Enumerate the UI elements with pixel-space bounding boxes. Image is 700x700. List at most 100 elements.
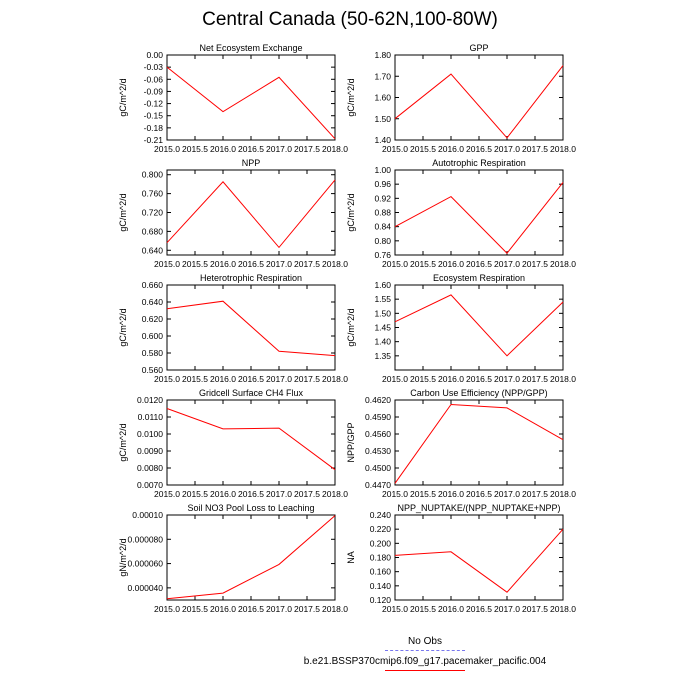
y-tick-label: 0.4620 [365, 395, 391, 405]
y-tick-label: 0.0070 [137, 480, 163, 490]
series-line [166, 179, 336, 249]
y-axis-label: gC/m^2/d [346, 78, 356, 116]
y-tick-label: 0.96 [374, 179, 391, 189]
x-tick-label: 2015.5 [182, 259, 208, 269]
y-tick-label: 0.80 [374, 236, 391, 246]
x-tick-label: 2017.0 [266, 604, 292, 614]
y-tick-label: 1.70 [374, 71, 391, 81]
y-tick-label: 0.120 [370, 595, 392, 605]
y-tick-label: -0.06 [144, 74, 164, 84]
x-tick-label: 2015.0 [154, 144, 180, 154]
y-tick-label: 0.620 [142, 314, 164, 324]
x-tick-label: 2018.0 [550, 489, 576, 499]
y-tick-label: 0.720 [142, 208, 164, 218]
y-tick-label: -0.21 [144, 135, 164, 145]
series-line [394, 182, 564, 254]
x-tick-label: 2016.0 [210, 374, 236, 384]
x-tick-label: 2015.5 [410, 489, 436, 499]
y-tick-label: 1.40 [374, 337, 391, 347]
y-tick-label: 0.84 [374, 222, 391, 232]
y-tick-label: 0.4530 [365, 446, 391, 456]
x-tick-label: 2017.0 [266, 259, 292, 269]
x-tick-label: 2015.5 [410, 144, 436, 154]
y-axis-label: NA [346, 551, 356, 564]
x-tick-label: 2018.0 [322, 604, 348, 614]
x-tick-label: 2015.0 [154, 489, 180, 499]
y-tick-label: 0.800 [142, 170, 164, 180]
x-tick-label: 2015.0 [382, 604, 408, 614]
x-tick-label: 2016.5 [238, 489, 264, 499]
plot-frame [166, 399, 336, 486]
y-tick-label: 1.00 [374, 165, 391, 175]
y-axis-label: NPP/GPP [346, 422, 356, 462]
x-tick-label: 2015.5 [182, 144, 208, 154]
y-tick-label: 0.580 [142, 348, 164, 358]
y-tick-label: -0.03 [144, 62, 164, 72]
plot-frame [166, 169, 336, 256]
x-tick-label: 2016.0 [438, 489, 464, 499]
x-tick-label: 2016.0 [210, 604, 236, 614]
y-tick-label: 0.660 [142, 280, 164, 290]
legend-label-obs: No Obs [408, 636, 442, 647]
panel-title: Gridcell Surface CH4 Flux [199, 388, 304, 398]
x-tick-label: 2017.0 [266, 144, 292, 154]
x-tick-label: 2017.5 [522, 144, 548, 154]
x-tick-label: 2016.5 [238, 604, 264, 614]
legend-line-model [385, 670, 465, 671]
x-tick-label: 2015.5 [410, 604, 436, 614]
y-tick-label: 0.76 [374, 250, 391, 260]
y-tick-label: 1.60 [374, 93, 391, 103]
panel-1: Net Ecosystem Exchange gC/m^2/d 0.00 -0.03 -… [118, 43, 348, 154]
x-tick-label: 2017.5 [522, 259, 548, 269]
x-tick-label: 2017.0 [494, 489, 520, 499]
y-tick-label: 0.92 [374, 193, 391, 203]
y-tick-label: 0.0120 [137, 395, 163, 405]
y-tick-label: 0.680 [142, 226, 164, 236]
series-line [394, 528, 564, 593]
x-tick-label: 2016.0 [438, 259, 464, 269]
y-tick-label: 1.35 [374, 351, 391, 361]
series-line [394, 294, 564, 357]
y-tick-label: 0.200 [370, 538, 392, 548]
y-tick-label: 1.55 [374, 294, 391, 304]
y-tick-label: 0.180 [370, 553, 392, 563]
y-tick-label: 0.140 [370, 581, 392, 591]
x-tick-label: 2016.5 [466, 489, 492, 499]
y-axis-label: gC/m^2/d [346, 308, 356, 346]
x-tick-label: 2018.0 [322, 374, 348, 384]
x-tick-label: 2016.0 [438, 144, 464, 154]
x-tick-label: 2018.0 [322, 489, 348, 499]
x-tick-label: 2016.5 [466, 144, 492, 154]
y-tick-label: -0.18 [144, 123, 164, 133]
y-tick-label: 1.50 [374, 308, 391, 318]
plot-frame [394, 399, 564, 486]
x-tick-label: 2017.0 [266, 489, 292, 499]
panel-title: NPP_NUPTAKE/(NPP_NUPTAKE+NPP) [398, 503, 561, 513]
x-tick-label: 2017.0 [494, 259, 520, 269]
y-tick-label: 0.0100 [137, 429, 163, 439]
panel-title: NPP [242, 158, 261, 168]
series-line [166, 515, 336, 600]
plot-frame [394, 169, 564, 256]
y-tick-label: 0.00010 [132, 510, 163, 520]
x-tick-label: 2016.0 [210, 144, 236, 154]
x-tick-label: 2016.5 [238, 259, 264, 269]
x-tick-label: 2015.0 [382, 374, 408, 384]
y-tick-label: 1.50 [374, 114, 391, 124]
plot-frame [394, 284, 564, 371]
y-axis-label: gC/m^2/d [118, 308, 128, 346]
y-tick-label: -0.12 [144, 99, 164, 109]
x-tick-label: 2017.0 [494, 374, 520, 384]
legend-entry-obs: No Obs [300, 636, 550, 656]
panel-title: Carbon Use Efficiency (NPP/GPP) [410, 388, 547, 398]
legend-line-obs [385, 650, 465, 651]
y-axis-label: gC/m^2/d [346, 193, 356, 231]
y-tick-label: 0.000040 [128, 583, 164, 593]
x-tick-label: 2016.0 [438, 374, 464, 384]
y-tick-label: 0.000080 [128, 534, 164, 544]
x-tick-label: 2017.5 [294, 144, 320, 154]
y-tick-label: -0.15 [144, 111, 164, 121]
panel-3: NPP gC/m^2/d 0.800 0.760 0.720 0.680 0.640 2015… [118, 158, 348, 269]
panel-4: Autotrophic Respiration gC/m^2/d 1.00 0.96 0… [346, 158, 576, 269]
y-tick-label: 1.80 [374, 50, 391, 60]
